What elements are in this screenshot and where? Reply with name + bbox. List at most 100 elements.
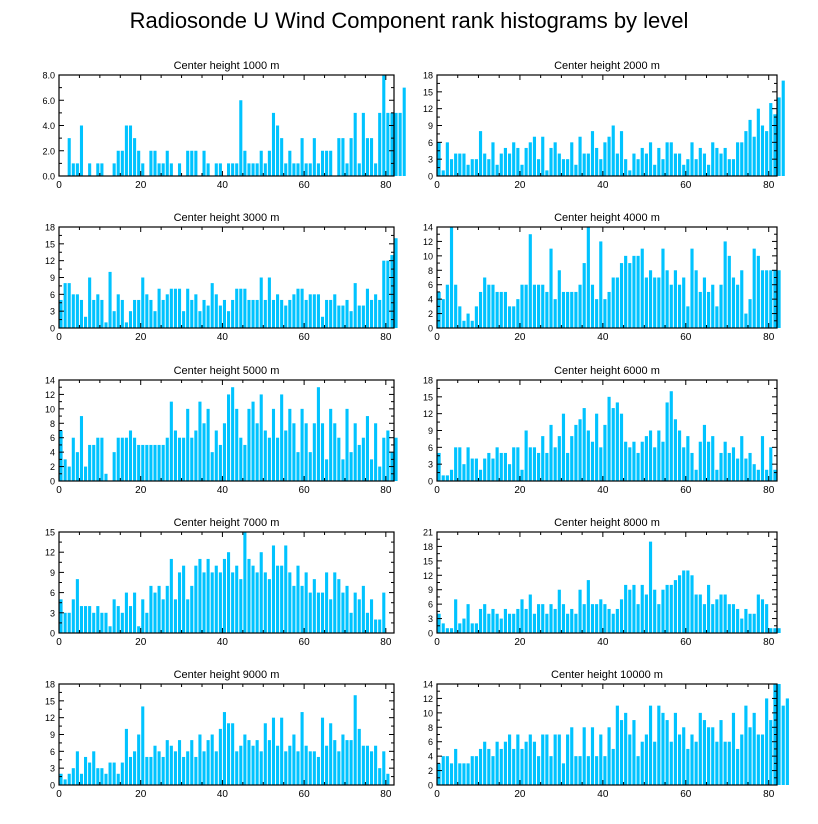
bar [590,604,595,633]
y-tick-label: 8 [428,266,433,276]
y-tick-label: 6 [50,588,55,598]
bar [466,604,470,633]
bar [470,458,474,481]
bar [711,604,715,633]
bar [308,452,312,481]
bar [231,163,235,177]
bar [537,159,541,176]
bar [124,125,128,176]
bar [316,592,320,633]
bar [512,306,516,328]
bar [470,159,474,176]
bar [161,299,165,328]
y-tick-label: 3 [50,307,55,317]
bar [715,147,719,176]
bar [491,458,495,481]
bar [491,142,495,176]
bar [141,706,145,785]
bar [690,734,694,785]
y-tick-label: 6 [50,747,55,757]
y-tick-label: 18 [423,542,433,552]
bar [653,277,657,328]
bar [128,606,133,633]
x-tick-label: 80 [380,789,392,800]
bar [512,748,516,785]
panel-title: Center height 3000 m [174,212,280,224]
bar [760,734,765,785]
bar [153,592,157,633]
x-tick-label: 0 [434,180,440,191]
bar [561,159,566,176]
bar [528,142,532,176]
figure-title: Radiosonde U Wind Component rank histogr… [129,8,689,33]
bar [312,751,316,785]
bar [495,613,499,633]
bar [79,773,84,785]
bar [337,437,341,481]
bar [202,572,206,633]
bar [624,584,628,633]
bar [736,142,740,176]
bar [271,545,276,633]
bar [499,748,503,785]
bar [374,294,378,328]
bar [59,599,63,633]
bar [357,305,361,328]
bar [169,558,173,633]
bar [382,437,386,481]
bar [445,756,449,785]
bar [218,728,222,785]
bar [657,430,661,481]
bar [190,585,194,633]
bar [586,227,590,328]
bar [682,727,686,785]
bar [222,712,226,785]
bar [214,294,218,328]
bar [707,727,711,785]
bar [71,163,75,177]
y-tick-label: 12 [45,548,55,558]
bar [507,464,512,481]
bar [369,751,374,785]
y-tick-label: 0 [428,629,433,639]
bar [304,745,308,785]
panel-title: Center height 4000 m [554,212,660,224]
panel-7: Center height 7000 m 0 20 40 60 80 0 3 6 9 12 15 [45,517,395,648]
bar [345,585,349,633]
bar [541,604,545,633]
bar [524,741,528,785]
bar [202,423,206,481]
x-tick-label: 60 [299,789,311,800]
bar [182,756,186,785]
bar [557,734,561,785]
bar [748,299,752,328]
bar [390,112,394,177]
bar [63,779,67,785]
bar [744,458,748,481]
bar [698,147,702,176]
bar [545,613,549,633]
bar [777,628,781,633]
bar [495,291,499,328]
bar [586,756,590,785]
x-tick-label: 20 [135,332,147,343]
y-tick-label: 14 [423,223,433,233]
bar [707,584,711,633]
bar [231,572,235,633]
bar [267,740,271,785]
bar [640,147,644,176]
bar [677,284,682,328]
bar [636,604,640,633]
bar [374,423,378,481]
bar [276,565,280,633]
bar [218,572,222,633]
bar [458,306,462,328]
bar [369,138,374,177]
bar [462,763,466,785]
bar [578,284,582,328]
bar [271,408,276,481]
bar [67,612,71,633]
bar [210,572,214,633]
bar [532,447,537,481]
bar [288,572,292,633]
